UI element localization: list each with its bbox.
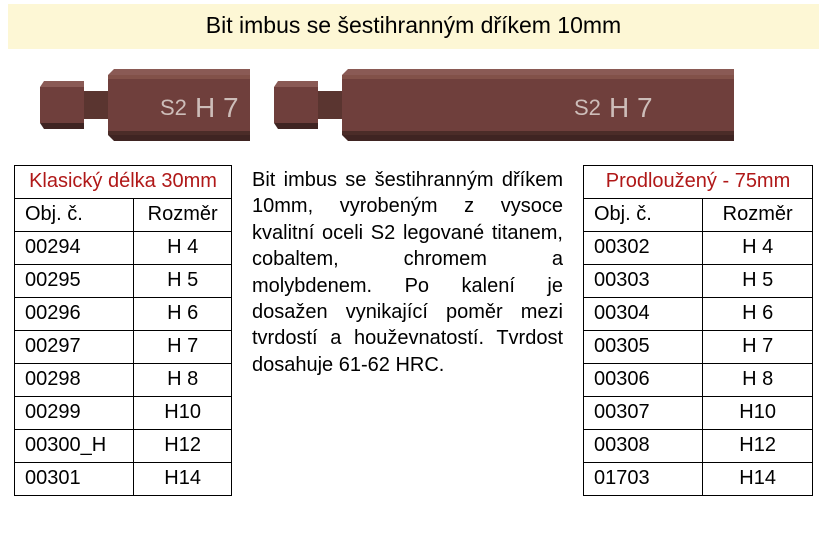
table-row: 00303H 5 — [584, 265, 813, 298]
table-row: 00307H10 — [584, 397, 813, 430]
cell-rozmer: H 6 — [134, 298, 232, 331]
page-title: Bit imbus se šestihranným dříkem 10mm — [8, 4, 819, 49]
table-row: 00298H 8 — [15, 364, 232, 397]
table-row: 01703H14 — [584, 463, 813, 496]
left-table-header-a: Obj. č. — [15, 199, 134, 232]
cell-rozmer: H 4 — [134, 232, 232, 265]
cell-rozmer: H 5 — [703, 265, 813, 298]
cell-objc: 01703 — [584, 463, 703, 496]
cell-rozmer: H10 — [134, 397, 232, 430]
table-row: 00308H12 — [584, 430, 813, 463]
cell-objc: 00300_H — [15, 430, 134, 463]
cell-objc: 00299 — [15, 397, 134, 430]
bit-long-size: H 7 — [609, 92, 653, 123]
bit-short-size: H 7 — [195, 92, 239, 123]
cell-rozmer: H12 — [134, 430, 232, 463]
bit-long-image: S2 H 7 — [274, 67, 734, 143]
cell-objc: 00301 — [15, 463, 134, 496]
right-table-body: 00302H 400303H 500304H 600305H 700306H 8… — [584, 232, 813, 496]
cell-objc: 00304 — [584, 298, 703, 331]
right-table-header-b: Rozměr — [703, 199, 813, 232]
cell-objc: 00303 — [584, 265, 703, 298]
bit-short-s2: S2 — [160, 95, 187, 120]
cell-rozmer: H14 — [134, 463, 232, 496]
cell-rozmer: H 6 — [703, 298, 813, 331]
table-row: 00295H 5 — [15, 265, 232, 298]
right-table-title: Prodloužený - 75mm — [584, 166, 813, 199]
cell-rozmer: H 8 — [703, 364, 813, 397]
cell-rozmer: H12 — [703, 430, 813, 463]
cell-objc: 00308 — [584, 430, 703, 463]
table-row: 00300_HH12 — [15, 430, 232, 463]
cell-objc: 00307 — [584, 397, 703, 430]
cell-rozmer: H10 — [703, 397, 813, 430]
description-text: Bit imbus se šestihranným dříkem 10mm, v… — [250, 165, 565, 378]
table-row: 00302H 4 — [584, 232, 813, 265]
cell-rozmer: H 8 — [134, 364, 232, 397]
right-table: Prodloužený - 75mm Obj. č. Rozměr 00302H… — [583, 165, 813, 496]
cell-rozmer: H 7 — [134, 331, 232, 364]
cell-objc: 00305 — [584, 331, 703, 364]
cell-objc: 00298 — [15, 364, 134, 397]
table-row: 00305H 7 — [584, 331, 813, 364]
left-table-header-b: Rozměr — [134, 199, 232, 232]
right-table-header-a: Obj. č. — [584, 199, 703, 232]
bit-long-s2: S2 — [574, 95, 601, 120]
table-row: 00296H 6 — [15, 298, 232, 331]
cell-rozmer: H14 — [703, 463, 813, 496]
cell-rozmer: H 4 — [703, 232, 813, 265]
cell-objc: 00297 — [15, 331, 134, 364]
left-table-body: 00294H 400295H 500296H 600297H 700298H 8… — [15, 232, 232, 496]
cell-objc: 00294 — [15, 232, 134, 265]
table-row: 00304H 6 — [584, 298, 813, 331]
table-row: 00294H 4 — [15, 232, 232, 265]
bit-images-row: S2 H 7 S2 H 7 — [8, 49, 819, 163]
left-table: Klasický délka 30mm Obj. č. Rozměr 00294… — [14, 165, 232, 496]
table-row: 00297H 7 — [15, 331, 232, 364]
cell-rozmer: H 5 — [134, 265, 232, 298]
bit-short-image: S2 H 7 — [40, 67, 250, 143]
cell-rozmer: H 7 — [703, 331, 813, 364]
table-row: 00301H14 — [15, 463, 232, 496]
table-row: 00306H 8 — [584, 364, 813, 397]
cell-objc: 00296 — [15, 298, 134, 331]
left-table-title: Klasický délka 30mm — [15, 166, 232, 199]
table-row: 00299H10 — [15, 397, 232, 430]
cell-objc: 00295 — [15, 265, 134, 298]
content-row: Klasický délka 30mm Obj. č. Rozměr 00294… — [8, 163, 819, 496]
cell-objc: 00306 — [584, 364, 703, 397]
cell-objc: 00302 — [584, 232, 703, 265]
